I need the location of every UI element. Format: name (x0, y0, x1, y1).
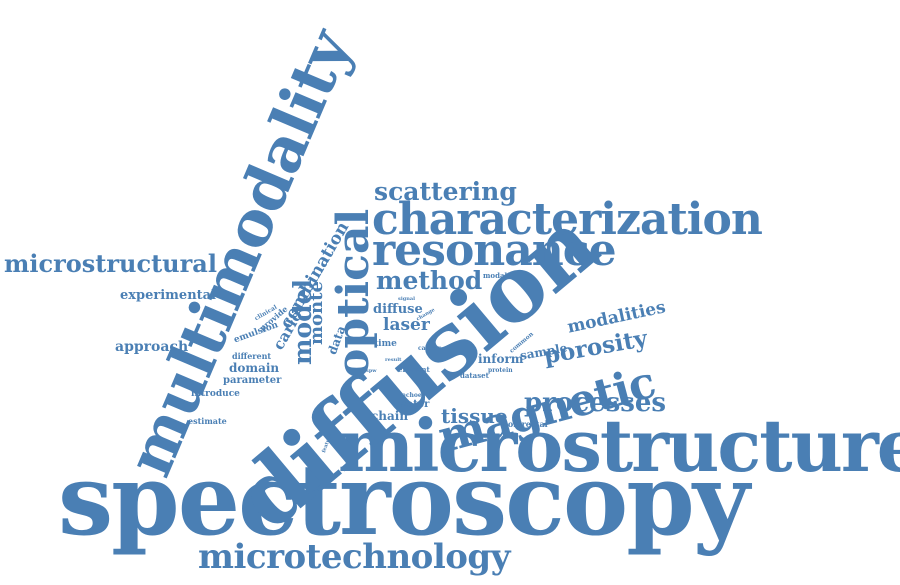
word-tissue: tissue (441, 404, 508, 428)
word-estimate: estimate (188, 416, 227, 426)
word-processes: processes (524, 388, 667, 418)
word-experimental: experimental (120, 288, 217, 303)
word-colorectal: colorectal (503, 419, 548, 429)
word-protein: protein (488, 367, 513, 374)
word-method: method (376, 266, 483, 295)
word-time: time (374, 339, 397, 349)
word-echoes: echoes (402, 392, 426, 399)
word-water: water (398, 399, 430, 410)
word-signal: signal (398, 296, 415, 302)
word-domain: domain (229, 361, 280, 375)
word-different: different (232, 351, 272, 361)
word-characterization: characterization (372, 194, 763, 245)
word-introduce: introduce (191, 389, 240, 399)
word-result: result (385, 357, 402, 363)
word-cancer: cancer (418, 345, 441, 352)
word-chain: chain (371, 409, 409, 423)
word-approach: approach (115, 339, 189, 355)
word-microstructure: microstructure (338, 403, 900, 488)
word-element: element (398, 365, 430, 374)
word-modality: modality (483, 271, 518, 280)
word-spectroscopy: spectroscopy (58, 443, 750, 558)
word-resonance: resonance (372, 225, 617, 276)
word-laser: laser (383, 315, 430, 335)
word-diffuse: diffuse (373, 302, 423, 317)
word-spw: spw (366, 368, 377, 374)
word-microtechnology: microtechnology (198, 537, 510, 577)
word-scattering: scattering (374, 177, 517, 206)
word-microstructural: microstructural (4, 249, 217, 278)
word-dataset: dataset (460, 371, 489, 380)
word-inform: inform (478, 352, 524, 366)
word-parameter: parameter (223, 375, 282, 386)
